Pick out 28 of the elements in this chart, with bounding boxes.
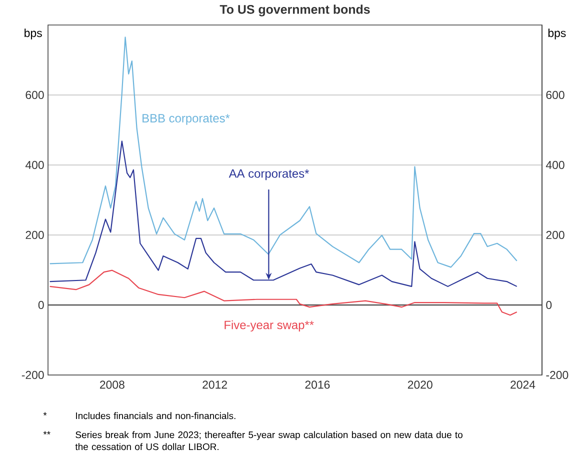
text: Includes financials and non-financials. [76,412,236,420]
x-tick-label: 2012 [202,380,227,389]
y-tick-label: 400 [25,160,44,170]
x-tick-label: 2008 [100,380,124,389]
x-tick-label: 2016 [305,380,330,389]
y-axis-title: bps [24,28,42,40]
text: ** [43,431,50,435]
line-series [49,270,518,316]
text: * [43,412,47,416]
x-tick-label: 2020 [408,380,432,389]
line-series [49,36,518,268]
line-series [49,140,518,287]
y-tick-label: -200 [22,370,44,380]
y-tick-label: 200 [26,230,44,240]
chart-title: To US government bonds [220,4,370,16]
y2-tick-label: 600 [546,90,564,100]
series-label: Five-year swap** [224,320,314,332]
y-tick-label: 600 [26,90,44,100]
x-tick-label: 2024 [510,380,536,389]
y2-axis-title: bps [548,28,566,40]
y2-tick-label: 0 [546,300,552,310]
y2-tick-label: -200 [546,370,568,380]
y2-tick-label: 400 [546,160,564,170]
series-label: BBB corporates* [142,114,230,125]
y2-tick-label: 200 [546,230,564,240]
text: AA corporates* [228,169,310,180]
y-tick-label: 0 [38,300,44,310]
text: Series break from June 2023; thereafter 5-year swap calculation based on new data due to the cessation of US dollar LIBOR. [75,431,462,450]
